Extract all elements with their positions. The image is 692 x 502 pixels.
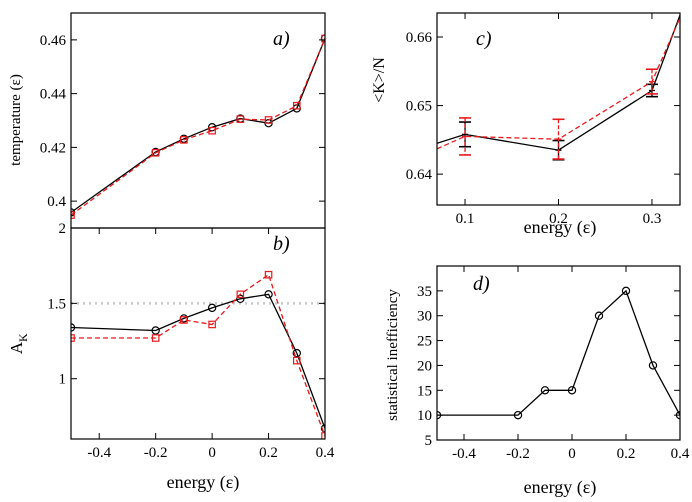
xtick-label: -0.4	[87, 445, 111, 461]
data-point	[151, 326, 160, 335]
ytick-label: 35	[417, 284, 432, 300]
data-point	[151, 148, 160, 157]
panel-c-ticks: 0.64 0.65 0.66 0.1 0.2 0.3	[406, 13, 680, 227]
panel-c-frame	[436, 12, 681, 206]
xtick-label: -0.2	[144, 445, 168, 461]
panel-a-label: a)	[273, 28, 290, 50]
ytick-label: 2	[59, 221, 67, 237]
error-bar	[552, 118, 565, 160]
panel-d-frame	[436, 265, 681, 441]
error-bar	[459, 117, 472, 156]
series-line-black	[437, 289, 680, 416]
panel-b-ylabel-sub: K	[16, 333, 30, 342]
ytick-label: 15	[417, 383, 432, 399]
series-red	[437, 17, 680, 160]
xtick-label: 0.2	[617, 446, 636, 462]
ytick-label: 25	[417, 334, 432, 350]
series-red	[71, 34, 325, 219]
series-black	[437, 286, 680, 420]
series-line-black	[71, 38, 325, 213]
panel-c-series	[437, 14, 680, 161]
xtick-label: 0.4	[671, 446, 690, 462]
panel-d-label: d)	[473, 273, 490, 295]
data-point	[292, 348, 301, 358]
ytick-label: 0.46	[40, 33, 67, 49]
xtick-label: 0.3	[643, 211, 662, 227]
xtick-label: 0.2	[549, 211, 568, 227]
data-point	[207, 303, 217, 313]
data-point	[264, 270, 273, 279]
panel-b-ticks: 1 1.5 2 -0.4 -0.2 0 0.2 0.4	[47, 221, 335, 461]
panel-b-label: b)	[273, 233, 290, 255]
panel-b-series	[71, 270, 325, 439]
xtick-label: 0.1	[456, 211, 475, 227]
ytick-label: 0.64	[406, 167, 433, 183]
panel-b-frame	[70, 227, 326, 440]
data-point	[208, 320, 216, 329]
ytick-label: 0.44	[40, 87, 67, 103]
data-point	[208, 126, 216, 135]
data-point	[236, 294, 245, 304]
data-point	[621, 286, 631, 296]
data-point	[594, 311, 604, 320]
ytick-label: 0.66	[406, 30, 433, 46]
panel-d-series	[437, 286, 680, 420]
panel-b-ylabel-main: A	[7, 341, 26, 354]
data-point	[648, 361, 658, 370]
panel-a-ylabel: temperature (ε)	[8, 74, 24, 166]
ytick-label: 30	[417, 309, 432, 325]
series-black	[71, 290, 325, 433]
xtick-label: 0.2	[259, 445, 278, 461]
xtick-label: -0.4	[452, 446, 476, 462]
xtick-label: 0.4	[316, 445, 335, 461]
panel-c-label: c)	[476, 28, 492, 50]
series-line-black	[71, 293, 325, 429]
ytick-label: 0.4	[47, 194, 66, 210]
data-point	[292, 101, 301, 110]
panel-c: 0.64 0.65 0.66 0.1 0.2 0.3 c) <K>/N energy (ε…	[371, 12, 681, 238]
series-red	[71, 270, 325, 439]
panel-a-series	[71, 34, 325, 219]
xtick-label: 0	[568, 446, 576, 462]
data-point	[567, 386, 577, 395]
ytick-label: 20	[417, 358, 432, 374]
series-line-red	[71, 273, 325, 437]
xtick-label: -0.2	[506, 446, 530, 462]
data-point	[264, 116, 273, 124]
data-point	[180, 136, 188, 144]
data-point	[513, 410, 523, 420]
data-point	[180, 316, 188, 324]
data-point	[236, 290, 245, 299]
panel-b-xlabel: energy (ε)	[167, 472, 240, 493]
panel-d-ticks: 5 10 15 20 25 30 35 -0.4 -0.2 0 0.2 0.4	[417, 266, 690, 462]
panel-d-xlabel: energy (ε)	[524, 477, 597, 498]
panel-b-ylabel: A K	[7, 333, 30, 354]
ytick-label: 0.65	[406, 99, 432, 115]
panel-d-ylabel: statistical inefficiency	[385, 289, 401, 421]
data-point	[151, 334, 160, 342]
panel-d: 5 10 15 20 25 30 35 -0.4 -0.2 0 0.2 0.4 d) statisti…	[385, 265, 690, 498]
panel-b: 1 1.5 2 -0.4 -0.2 0 0.2 0.4 b) A K energy (ε)	[7, 221, 335, 493]
data-point	[540, 386, 550, 395]
data-point	[264, 290, 273, 299]
panel-a-ticks: 0.4 0.42 0.44 0.46	[40, 33, 325, 210]
ytick-label: 0.42	[40, 140, 66, 156]
ytick-label: 5	[425, 433, 433, 449]
panel-c-ylabel: <K>/N	[371, 57, 388, 103]
xtick-label: 0	[208, 445, 216, 461]
panel-a: 0.4 0.42 0.44 0.46 a) temperature (ε)	[8, 12, 326, 229]
ytick-label: 1.5	[47, 296, 66, 312]
series-line-black	[437, 14, 680, 151]
data-point	[292, 356, 301, 365]
series-line-red	[71, 38, 325, 216]
ytick-label: 1	[59, 372, 67, 388]
ytick-label: 10	[417, 408, 432, 424]
error-bar	[645, 68, 658, 95]
panel-c-xlabel: energy (ε)	[524, 217, 597, 238]
data-point	[236, 115, 245, 123]
